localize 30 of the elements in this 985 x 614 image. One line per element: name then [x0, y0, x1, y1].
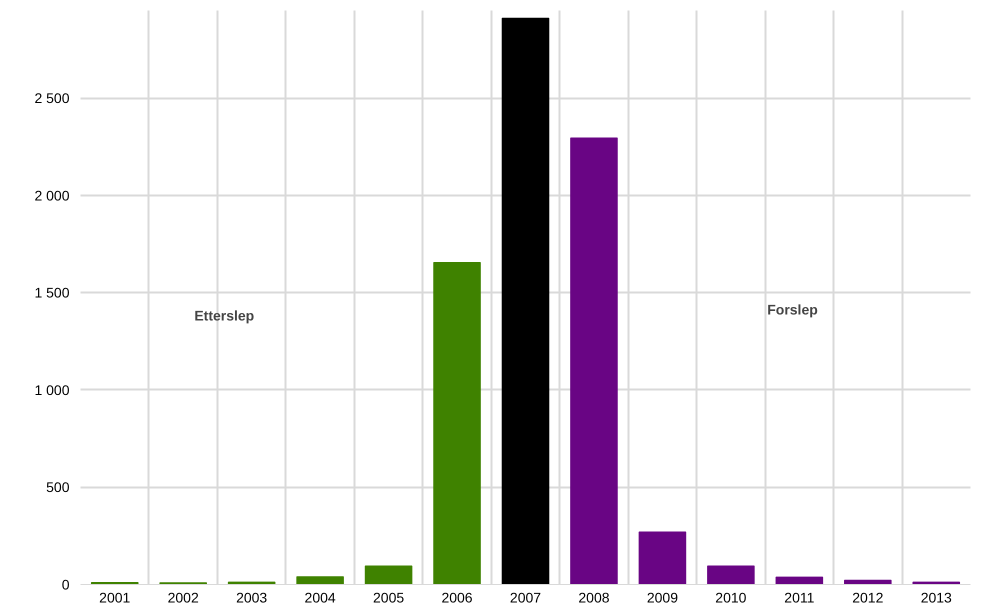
x-tick-label: 2004 [304, 590, 336, 606]
x-tick-label: 2013 [920, 590, 952, 606]
y-tick-label: 500 [46, 479, 70, 496]
annotation: Etterslep [194, 307, 254, 324]
y-tick-label: 2 500 [34, 90, 70, 106]
bar [776, 576, 824, 584]
x-tick-label: 2002 [168, 590, 199, 606]
x-tick-label: 2003 [236, 590, 268, 606]
x-tick-label: 2009 [646, 590, 678, 606]
x-tick-label: 2005 [373, 590, 404, 606]
y-tick-label: 2 000 [34, 187, 70, 204]
x-tick-label: 2012 [852, 590, 884, 606]
x-tick-label: 2001 [99, 590, 131, 606]
bar [433, 262, 481, 584]
bar [638, 531, 686, 584]
x-tick-label: 2007 [510, 590, 542, 606]
bar [364, 566, 412, 584]
y-tick-label: 1 000 [34, 382, 70, 398]
x-tick-label: 2010 [715, 590, 747, 606]
bar [296, 576, 344, 584]
x-tick-label: 2011 [784, 590, 815, 606]
bar [570, 137, 618, 584]
annotation: Forslep [767, 302, 818, 318]
y-tick-label: 0 [62, 576, 70, 592]
x-tick-label: 2008 [578, 590, 610, 606]
bar [502, 18, 550, 584]
bar [844, 580, 892, 584]
x-tick-label: 2006 [441, 590, 473, 606]
bar [707, 566, 755, 584]
y-tick-label: 1 500 [34, 284, 70, 301]
